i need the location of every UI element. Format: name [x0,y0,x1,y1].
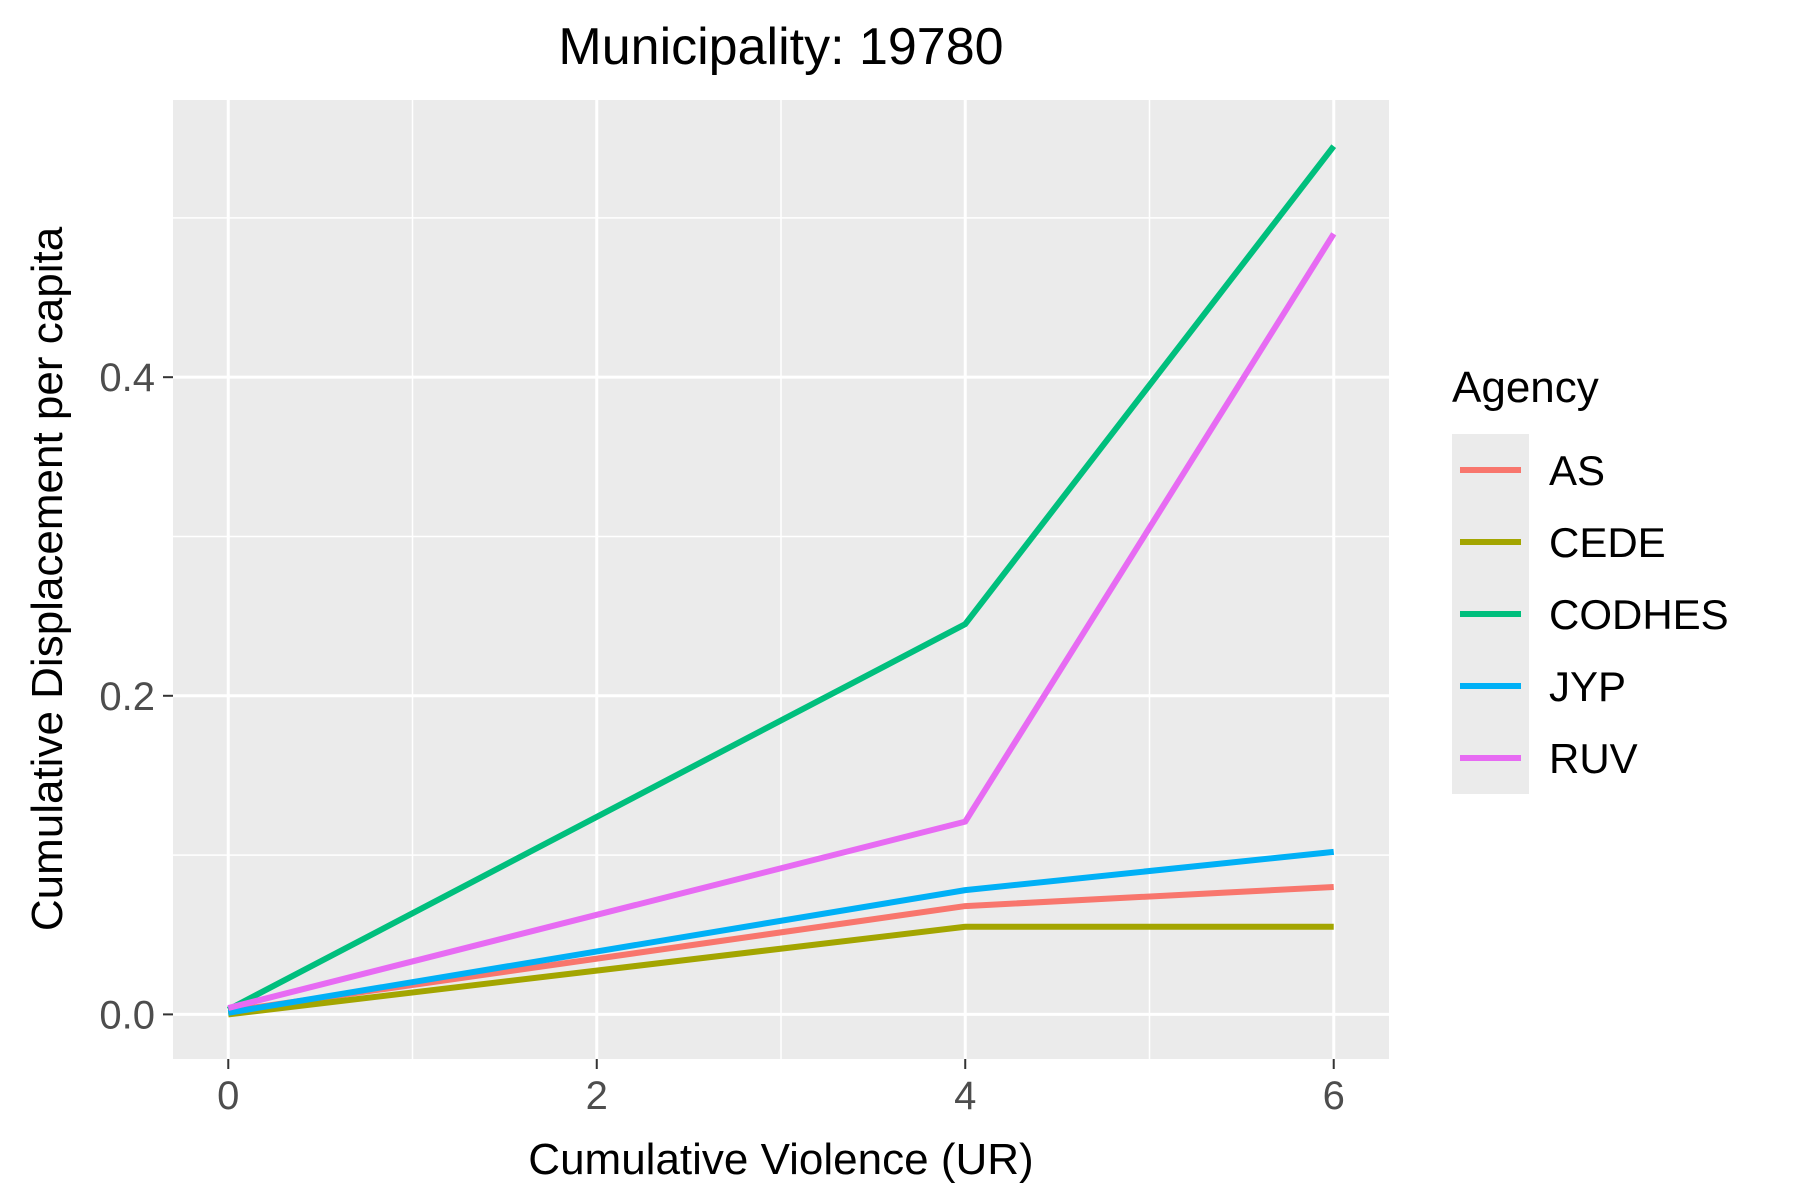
legend-label-ruv: RUV [1549,735,1638,782]
legend-items: AS CEDE CODHES JYP RUV [1460,447,1729,782]
x-tick-label-3: 6 [1323,1074,1345,1118]
legend-title: Agency [1452,363,1599,412]
x-axis: 0 2 4 6 [217,1059,1345,1118]
y-tick-label-2: 0.4 [99,356,155,400]
y-axis-title: Cumulative Displacement per capita [23,226,72,931]
grid-major [173,100,1389,1059]
legend-label-cede: CEDE [1549,519,1666,566]
series-line-cede [227,923,1334,1018]
x-tick-label-2: 4 [954,1074,976,1118]
series-lines [226,144,1337,1018]
legend-label-codhes: CODHES [1549,591,1729,638]
y-tick-label-0: 0.0 [99,993,155,1037]
legend-label-jyp: JYP [1549,663,1626,710]
y-axis: 0.0 0.2 0.4 [99,356,173,1037]
series-line-ruv [227,232,1337,1011]
chart-title: Municipality: 19780 [558,18,1003,76]
x-tick-label-1: 2 [586,1074,608,1118]
series-line-as [227,883,1334,1015]
legend: Agency AS CEDE CODHES JYP RUV [1452,363,1729,794]
y-tick-label-1: 0.2 [99,675,155,719]
series-line-codhes [226,144,1337,1013]
x-axis-title: Cumulative Violence (UR) [528,1135,1033,1184]
x-tick-label-0: 0 [217,1074,239,1118]
legend-label-as: AS [1549,447,1605,494]
series-line-jyp [227,848,1335,1016]
grid-minor [173,100,1389,1059]
